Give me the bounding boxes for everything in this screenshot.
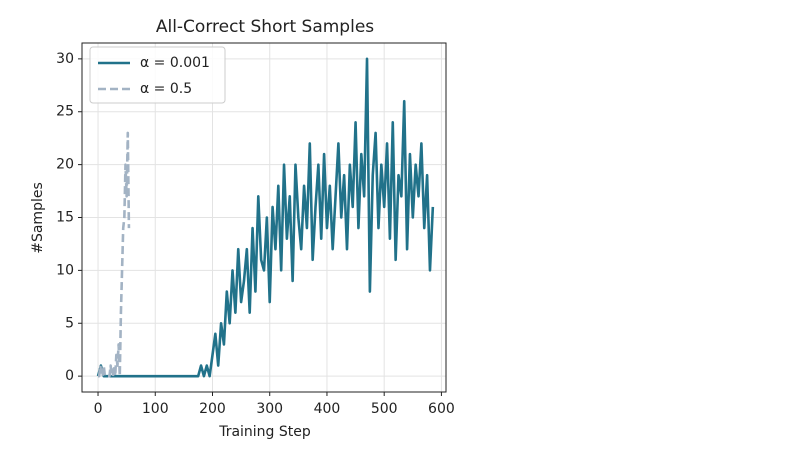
- series-line: [96, 57, 435, 378]
- x-tick-label: 400: [314, 401, 341, 417]
- y-axis-label: #Samples: [30, 182, 46, 254]
- y-tick-label: 15: [56, 210, 74, 226]
- x-axis-label: Training Step: [218, 424, 311, 440]
- series-line: [97, 131, 131, 378]
- y-tick-label: 30: [56, 51, 74, 67]
- plot-frame: [81, 42, 447, 393]
- x-tick-label: 300: [256, 401, 283, 417]
- chart-title: All-Correct Short Samples: [156, 17, 374, 37]
- y-tick-label: 20: [56, 157, 74, 173]
- x-tick-label: 0: [94, 401, 103, 417]
- y-tick-label: 0: [65, 368, 74, 384]
- y-tick-label: 25: [56, 104, 74, 120]
- x-tick-label: 100: [142, 401, 169, 417]
- y-tick-label: 10: [56, 262, 74, 278]
- x-tick-label: 600: [428, 401, 455, 417]
- legend-label: α = 0.001: [140, 55, 210, 71]
- x-tick-label: 200: [199, 401, 226, 417]
- y-tick-label: 5: [65, 315, 74, 331]
- legend-label: α = 0.5: [140, 81, 192, 97]
- x-tick-label: 500: [371, 401, 398, 417]
